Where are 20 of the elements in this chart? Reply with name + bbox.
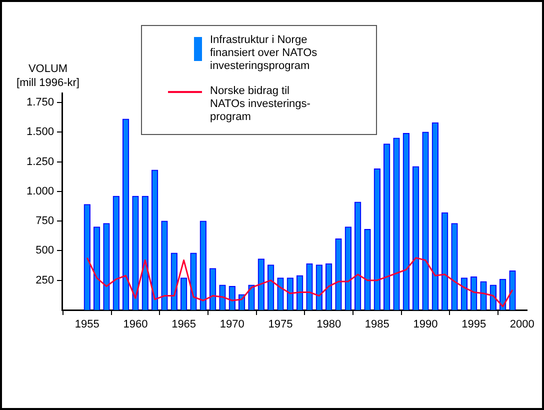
x-tick-label: 1990 (413, 318, 438, 331)
x-tick-label: 1965 (172, 318, 196, 331)
x-tick-label: 1985 (364, 318, 390, 331)
x-tick-label: 1955 (74, 318, 100, 331)
y-tick-label: 1.500 (26, 126, 54, 138)
x-tick-label: 2000 (510, 318, 534, 331)
x-tick-label: 1980 (316, 318, 342, 331)
y-tick-label: 1.000 (26, 185, 54, 198)
x-tick-label: 1960 (123, 318, 148, 331)
legend-label: Norske bidrag til NATOs investerings-program (210, 85, 312, 124)
legend-label: Infrastruktur i Norge finansiert over NATOs investeringsprogram (210, 34, 318, 73)
y-tick-label: 750 (36, 215, 54, 228)
y-tick-label: 250 (36, 274, 54, 286)
x-tick-label: 1975 (268, 318, 293, 331)
x-tick-label: 1995 (462, 318, 486, 331)
y-tick-label: 500 (36, 244, 54, 257)
x-tick-label: 1970 (220, 318, 244, 331)
y-tick-label: 1.750 (26, 96, 54, 109)
y-axis-title: VOLUM [mill 1996-kr] (16, 63, 80, 89)
y-tick-label: 1.250 (26, 156, 54, 168)
